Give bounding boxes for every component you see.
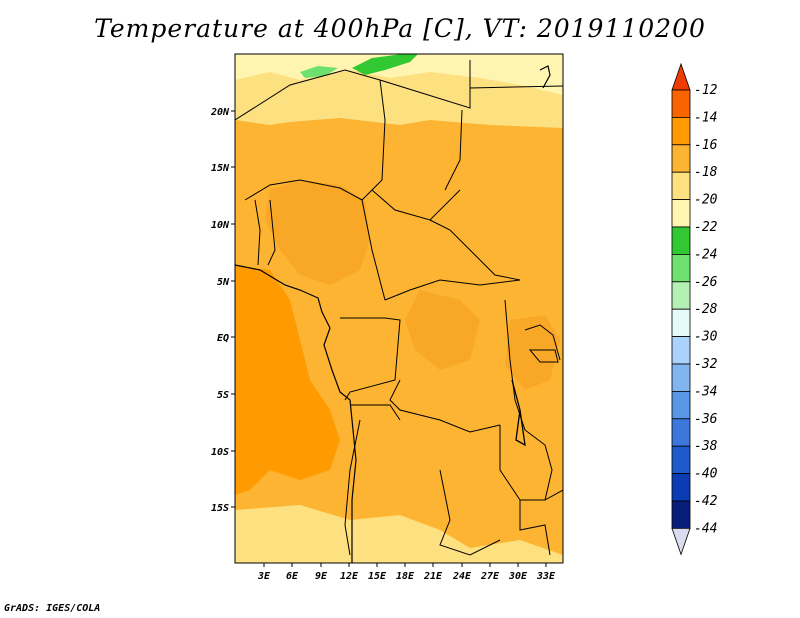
lon-label: 3E	[257, 571, 271, 582]
colorbar-label: -12	[694, 83, 718, 98]
coastline	[235, 65, 551, 563]
lon-label: 9E	[315, 571, 328, 582]
colorbar-swatch	[671, 226, 691, 255]
country-borders	[235, 60, 563, 556]
colorbar-arrow-bottom	[671, 528, 691, 556]
lat-label: 5S	[217, 390, 229, 401]
colorbar-swatch	[671, 171, 691, 200]
colorbar-swatch	[671, 144, 691, 173]
lon-label: 21E	[423, 571, 443, 582]
colorbar-arrow-top	[671, 62, 691, 91]
lon-label: 12E	[340, 571, 359, 582]
colorbar-swatch	[671, 308, 691, 338]
colorbar-swatch	[671, 418, 691, 447]
colorbar-label: -44	[694, 521, 717, 536]
colorbar-swatch	[671, 363, 691, 392]
credit-label: GrADS: IGES/COLA	[4, 603, 101, 614]
field-band-20	[235, 54, 563, 95]
colorbar-swatch	[671, 281, 691, 310]
map-title: Temperature at 400hPa [C], VT: 201911020…	[94, 14, 706, 43]
colorbar-label: -28	[694, 302, 718, 317]
lat-label: 5N	[217, 277, 230, 288]
lat-label: 10S	[211, 447, 229, 458]
colorbar-swatch	[671, 500, 691, 529]
colorbar-label: -14	[694, 110, 717, 125]
colorbar-swatch	[671, 117, 691, 146]
lon-label: 27E	[480, 571, 500, 582]
lat-label: 20N	[210, 107, 230, 118]
colorbar-swatch	[671, 89, 691, 118]
colorbar-label: -32	[694, 357, 718, 372]
colorbar: -12 -14 -16 -18 -20 -22 -24 -26 -28 -30 -32 -34 -36 -…	[671, 62, 718, 556]
lon-label: 18E	[396, 571, 415, 582]
colorbar-swatch	[671, 473, 691, 502]
temperature-field	[235, 54, 563, 563]
lon-label: 15E	[368, 571, 387, 582]
lon-label: 24E	[452, 571, 472, 582]
lat-label: EQ	[217, 333, 229, 344]
colorbar-label: -38	[694, 439, 718, 454]
colorbar-swatch	[671, 445, 691, 475]
lat-label: 15S	[211, 503, 229, 514]
colorbar-label: -30	[694, 330, 718, 345]
field-band-south	[235, 505, 563, 563]
lon-label: 6E	[286, 571, 299, 582]
colorbar-label: -34	[694, 384, 717, 399]
colorbar-label: -24	[694, 247, 717, 262]
field-zone-16-central	[405, 290, 480, 370]
lat-label: 10N	[211, 220, 230, 231]
colorbar-label: -16	[694, 138, 718, 153]
lon-label: 33E	[536, 571, 556, 582]
colorbar-swatch	[671, 390, 691, 420]
colorbar-label: -26	[694, 275, 718, 290]
colorbar-label: -40	[694, 467, 718, 482]
lon-axis: 3E 6E 9E 12E 15E 18E 21E 24E 27E 30E 33E	[257, 563, 556, 582]
field-zone-16-north	[265, 180, 370, 285]
colorbar-swatch	[671, 199, 691, 228]
colorbar-swatch	[671, 253, 691, 283]
lat-label: 15N	[211, 163, 230, 174]
field-patch-24	[352, 54, 418, 75]
lat-axis: 20N 15N 10N 5N EQ 5S 10S 15S	[210, 107, 235, 514]
field-zone-16-west	[235, 265, 340, 495]
colorbar-swatch	[671, 336, 691, 365]
field-patch-26	[300, 66, 338, 78]
map-frame	[234, 53, 564, 564]
lon-label: 30E	[508, 571, 528, 582]
colorbar-label: -18	[694, 165, 718, 180]
colorbar-label: -22	[694, 220, 718, 235]
colorbar-label: -36	[694, 412, 718, 427]
colorbar-label: -42	[694, 494, 718, 509]
colorbar-label: -20	[694, 193, 718, 208]
